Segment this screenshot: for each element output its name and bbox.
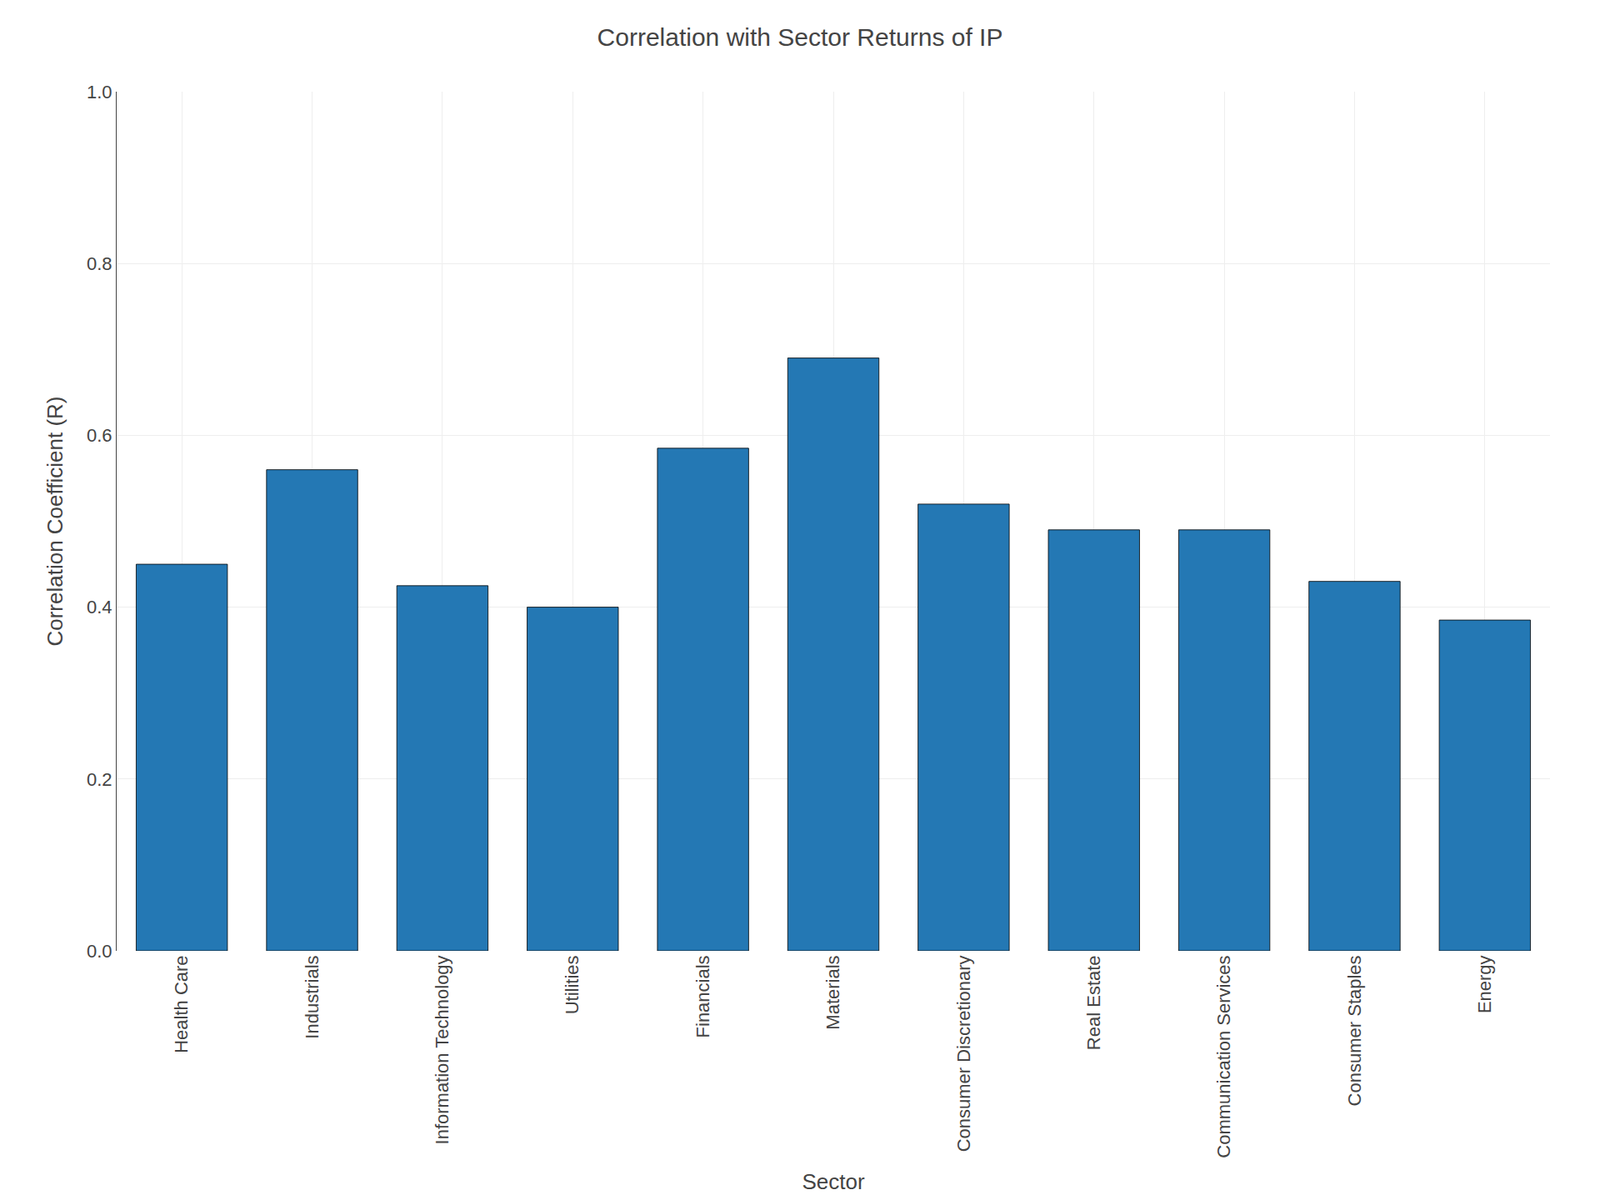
svg-text:Information Technology: Information Technology: [431, 955, 453, 1145]
svg-text:Financials: Financials: [692, 955, 714, 1038]
svg-text:Energy: Energy: [1474, 955, 1495, 1014]
svg-text:0.4: 0.4: [86, 596, 113, 618]
svg-text:1.0: 1.0: [86, 81, 113, 103]
svg-text:Real Estate: Real Estate: [1083, 955, 1105, 1050]
svg-text:0.8: 0.8: [86, 253, 113, 275]
svg-text:Industrials: Industrials: [301, 955, 323, 1039]
svg-text:0.0: 0.0: [86, 940, 113, 962]
svg-text:Utilities: Utilities: [561, 955, 583, 1015]
svg-text:Correlation Coefficient (R): Correlation Coefficient (R): [42, 395, 68, 646]
svg-text:Consumer Discretionary: Consumer Discretionary: [953, 955, 975, 1152]
svg-text:Health Care: Health Care: [170, 955, 192, 1053]
svg-text:Materials: Materials: [822, 955, 844, 1030]
svg-text:0.6: 0.6: [86, 425, 113, 446]
svg-text:Communication Services: Communication Services: [1213, 955, 1235, 1158]
svg-text:Sector: Sector: [801, 1169, 865, 1195]
svg-text:Correlation with Sector Return: Correlation with Sector Returns of IP: [597, 23, 1004, 51]
svg-text:0.2: 0.2: [86, 769, 113, 790]
svg-text:Consumer Staples: Consumer Staples: [1344, 955, 1365, 1106]
